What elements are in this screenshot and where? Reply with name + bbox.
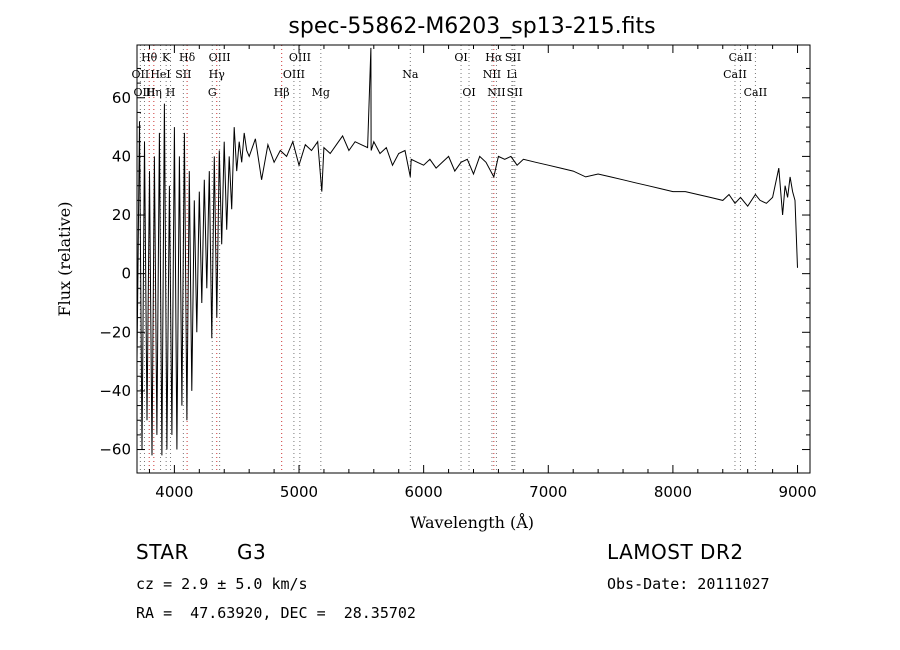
y-tick-label: 40 [112,147,131,165]
plot-frame [136,44,811,474]
marker-label: Hδ [179,51,196,64]
spectrum-line [136,47,798,456]
x-tick-label: 5000 [280,483,318,501]
x-tick-label: 7000 [529,483,567,501]
marker-label: OIII [209,51,231,64]
marker-label: Hγ [209,68,226,81]
marker-label: HeI [150,68,170,81]
marker-label: NII [487,86,505,99]
survey-name: LAMOST DR2 [607,540,744,564]
redshift-velocity: cz = 2.9 ± 5.0 km/s [136,575,308,593]
marker-label: SII [507,86,523,99]
marker-label: OI [454,51,467,64]
marker-label: CaII [723,68,747,81]
y-axis-label: Flux (relative) [55,202,74,317]
marker-label: Mg [312,86,330,99]
spectrum-series [136,47,798,456]
observation-date: Obs-Date: 20111027 [607,575,770,593]
marker-label: CaII [744,86,768,99]
marker-label: OI [462,86,475,99]
y-tick-label: −20 [99,323,131,341]
marker-label: Li [506,68,517,81]
chart-title: spec-55862-M6203_sp13-215.fits [288,14,655,39]
object-class: STAR [136,540,189,564]
marker-label: Hβ [274,86,290,99]
marker-label: NII [483,68,501,81]
x-tick-label: 6000 [405,483,443,501]
x-tick-label: 8000 [654,483,692,501]
x-axis-label: Wavelength (Å) [410,512,534,532]
marker-label: Na [402,68,419,81]
marker-label: OII [132,68,150,81]
marker-label: Hθ [141,51,158,64]
marker-label: G [208,86,217,99]
y-tick-label: 60 [112,89,131,107]
y-tick-label: −40 [99,382,131,400]
object-subclass: G3 [237,540,267,564]
marker-label: OIII [283,68,305,81]
marker-label: OIII [289,51,311,64]
marker-label: H [166,86,176,99]
marker-label: SII [505,51,521,64]
marker-label: K [162,51,171,64]
y-tick-label: 20 [112,206,131,224]
y-tick-label: −60 [99,441,131,459]
marker-label: OIII [133,86,155,99]
line-markers: Hθ OII OIII K HeI Hη SII H Hδ OIII Hγ G OIII OIII Hβ Mg… [132,45,768,473]
sky-coordinates: RA = 47.63920, DEC = 28.35702 [136,604,416,622]
axis-ticks: 4000 5000 6000 7000 8000 9000 −60 −40 −20 0 20 40 60 [99,45,817,501]
marker-label: Hα [485,51,503,64]
marker-label: Hη [146,86,162,99]
y-tick-label: 0 [121,265,131,283]
marker-label: SII [175,68,191,81]
x-tick-label: 9000 [778,483,816,501]
marker-label: CaII [729,51,753,64]
x-tick-label: 4000 [155,483,193,501]
